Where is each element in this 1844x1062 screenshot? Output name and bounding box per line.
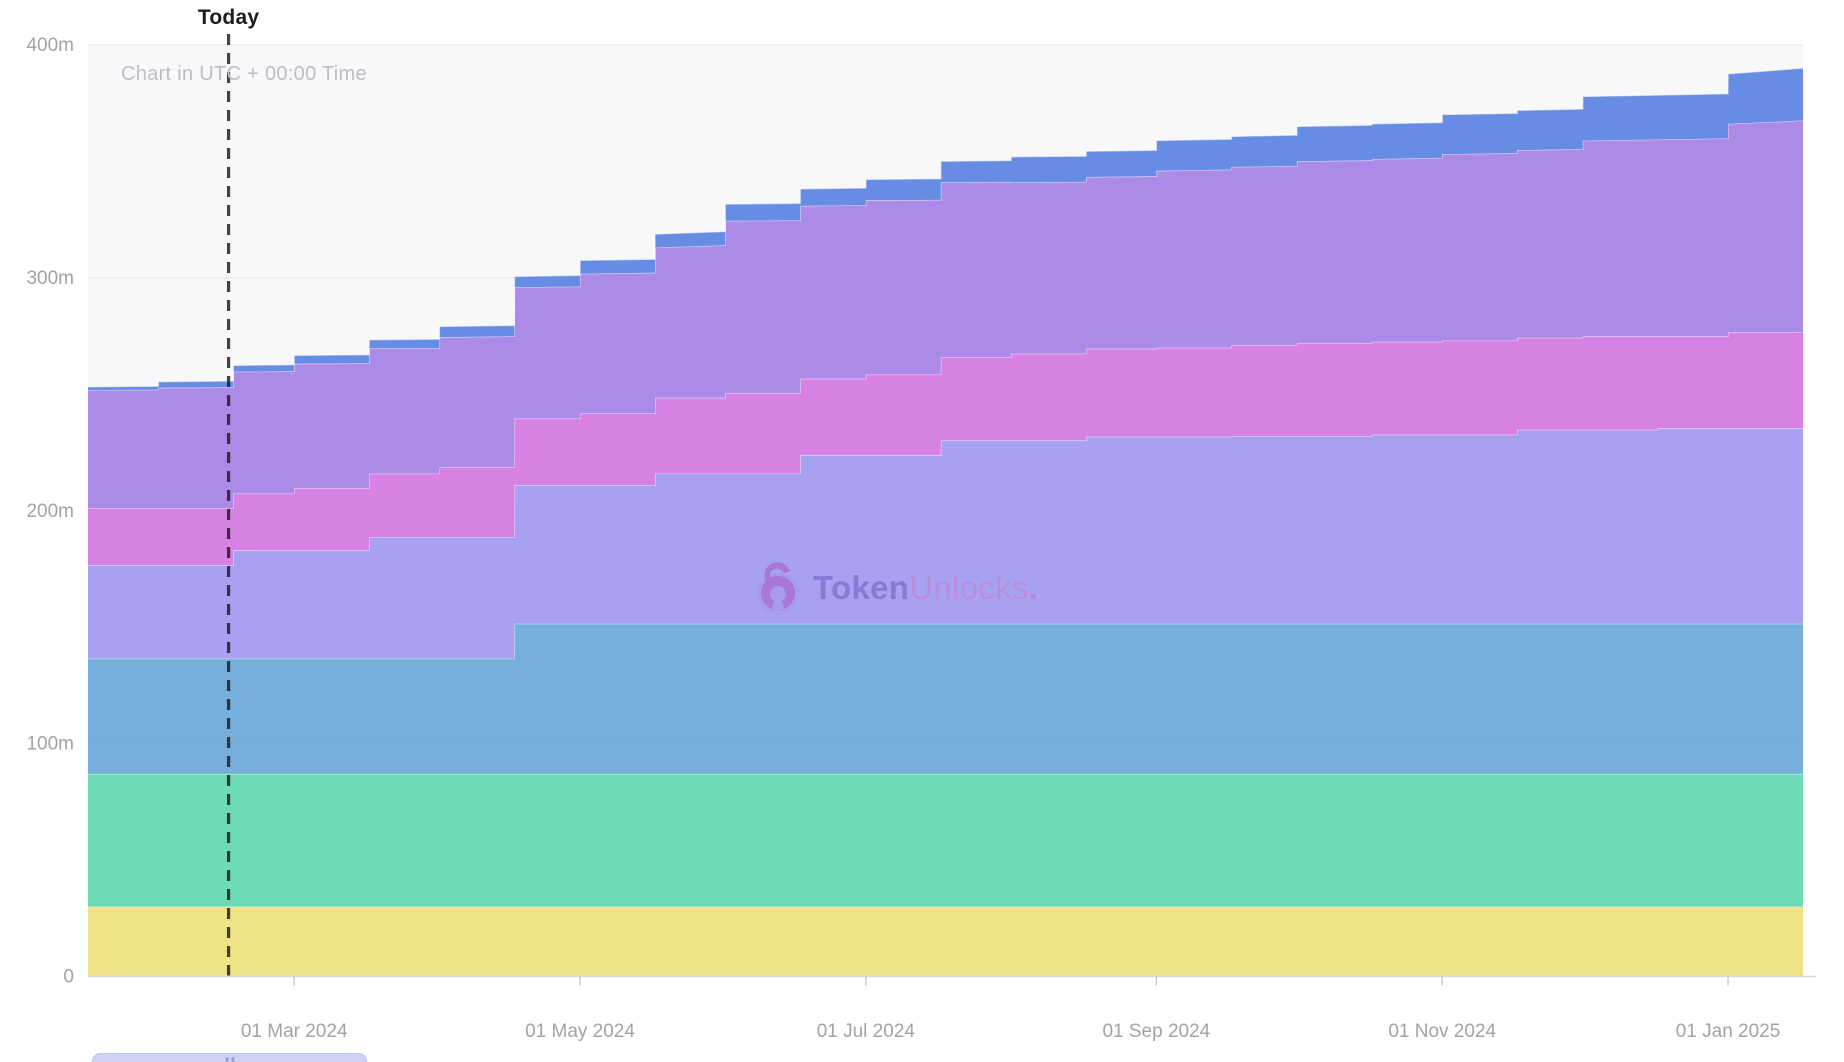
y-axis-label: 400m <box>26 35 74 56</box>
y-axis-label: 0 <box>63 967 74 988</box>
area-band-purple[interactable] <box>88 120 1803 509</box>
x-axis-label: 01 Jul 2024 <box>817 1021 916 1042</box>
x-axis-label: 01 Sep 2024 <box>1102 1021 1210 1042</box>
y-axis-label: 300m <box>26 268 74 289</box>
area-band-green[interactable] <box>88 773 1803 907</box>
area-top-edge-band-royal-blue <box>87 67 1804 388</box>
area-band-yellow[interactable] <box>88 906 1803 977</box>
area-band-magenta[interactable] <box>88 332 1803 566</box>
y-axis-label: 200m <box>26 501 74 522</box>
chart-range-scrollbar[interactable] <box>92 1053 367 1062</box>
utc-timezone-note: Chart in UTC + 00:00 Time <box>121 63 367 85</box>
y-axis-label: 100m <box>26 734 74 755</box>
today-label: Today <box>197 6 260 29</box>
x-axis-label: 01 Mar 2024 <box>241 1021 348 1042</box>
area-band-teal-blue[interactable] <box>88 623 1803 774</box>
open-padlock-icon <box>757 562 799 615</box>
area-band-periwinkle[interactable] <box>88 428 1803 659</box>
tokenunlocks-watermark: TokenUnlocks. <box>753 560 1038 616</box>
watermark-text: TokenUnlocks. <box>813 569 1039 606</box>
area-band-royal-blue[interactable] <box>88 68 1803 391</box>
x-axis-label: 01 Nov 2024 <box>1388 1021 1496 1042</box>
drag-handle-icon[interactable] <box>225 1057 234 1062</box>
x-axis-label: 01 May 2024 <box>525 1021 635 1042</box>
x-axis-label: 01 Jan 2025 <box>1676 1021 1781 1042</box>
